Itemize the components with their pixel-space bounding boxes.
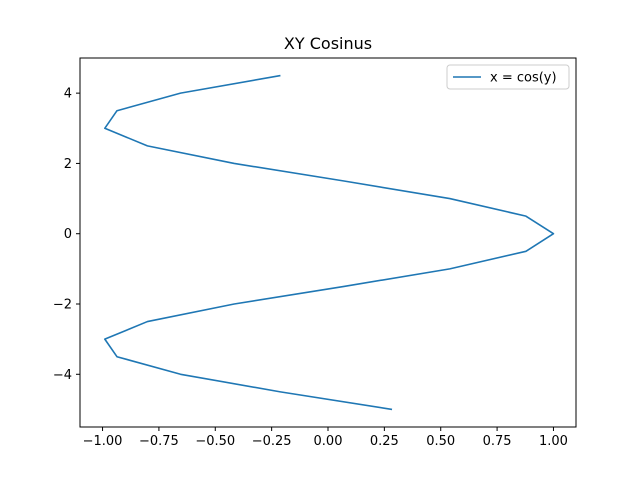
legend-box (446, 64, 570, 90)
series-line (104, 74, 555, 411)
legend-label: x = cos(y) (490, 71, 557, 86)
chart-title: XY Cosinus (284, 34, 372, 53)
x-tick-label: −0.75 (139, 434, 179, 449)
x-tick-label: −0.25 (252, 434, 292, 449)
x-tick-label: −1.00 (83, 434, 123, 449)
y-tick-label: 2 (64, 157, 72, 172)
series-layer (104, 74, 555, 411)
y-tick-label: 4 (64, 87, 72, 102)
plot-area-frame (79, 57, 577, 428)
x-tick-label: 0.75 (483, 434, 512, 449)
legend: x = cos(y) (446, 64, 570, 90)
x-tick-label: 1.00 (539, 434, 568, 449)
y-axis: −4 −2 0 2 4 (53, 87, 80, 383)
x-tick-label: 0.25 (370, 434, 399, 449)
x-axis: −1.00 −0.75 −0.50 −0.25 0.00 0.25 0.50 0.75 1.00 (83, 427, 568, 449)
y-tick-label: 0 (64, 227, 72, 242)
y-tick-label: −2 (53, 298, 72, 313)
x-tick-label: 0.50 (426, 434, 455, 449)
y-tick-label: −4 (53, 368, 72, 383)
x-tick-label: −0.50 (195, 434, 235, 449)
x-tick-label: 0.00 (314, 434, 343, 449)
